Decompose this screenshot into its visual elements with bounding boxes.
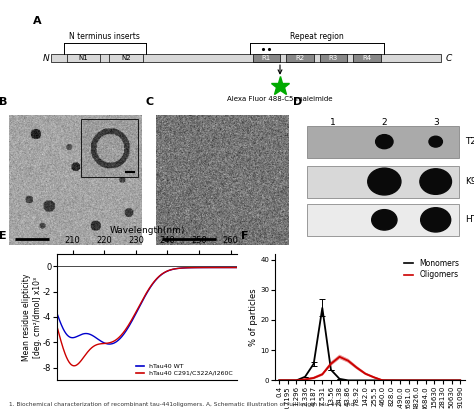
Text: N: N [43, 54, 50, 63]
Text: N2: N2 [121, 55, 131, 61]
Text: A: A [33, 16, 42, 25]
Bar [67, 54, 100, 62]
Circle shape [421, 208, 451, 232]
Text: N terminus inserts: N terminus inserts [69, 32, 140, 41]
Text: E: E [0, 231, 7, 241]
Bar [109, 54, 143, 62]
Text: Repeat region: Repeat region [290, 32, 344, 41]
X-axis label: Wavelength(nm): Wavelength(nm) [109, 226, 185, 235]
Circle shape [368, 168, 401, 195]
Text: R4: R4 [362, 55, 372, 61]
Y-axis label: Mean residue elipticity
[deg. cm²/dmol] x10³: Mean residue elipticity [deg. cm²/dmol] … [22, 273, 42, 361]
Text: Alexa Fluor 488-C5-maleimide: Alexa Fluor 488-C5-maleimide [227, 96, 333, 102]
Circle shape [429, 136, 442, 147]
Circle shape [375, 135, 393, 149]
Text: 1: 1 [330, 118, 336, 127]
Text: R2: R2 [295, 55, 304, 61]
Text: R1: R1 [262, 55, 271, 61]
Text: 1. Biochemical characterization of recombinant tau-441oligomers. A, Schematic il: 1. Biochemical characterization of recom… [9, 402, 360, 407]
Text: HT7: HT7 [465, 216, 474, 225]
Bar [253, 54, 280, 62]
Text: F: F [241, 231, 248, 241]
Text: 3: 3 [433, 118, 438, 127]
Legend: Monomers, Oligomers: Monomers, Oligomers [402, 257, 461, 281]
Text: T22: T22 [465, 137, 474, 146]
Bar [307, 166, 459, 198]
Circle shape [420, 169, 451, 194]
Bar [307, 204, 459, 236]
Text: R3: R3 [328, 55, 338, 61]
Circle shape [372, 210, 397, 230]
Legend: hTau40 WT, hTau40 C291/C322A/I260C: hTau40 WT, hTau40 C291/C322A/I260C [135, 362, 234, 377]
Text: 2: 2 [382, 118, 387, 127]
Text: K9JA: K9JA [465, 177, 474, 186]
Y-axis label: % of particles: % of particles [248, 288, 257, 346]
Text: C: C [146, 97, 154, 107]
Bar [353, 54, 381, 62]
Bar [319, 54, 347, 62]
Bar [82, 120, 138, 178]
Bar [52, 54, 441, 62]
Bar [286, 54, 313, 62]
Text: D: D [293, 97, 303, 107]
Bar [307, 126, 459, 157]
Text: C: C [446, 54, 452, 63]
Text: B: B [0, 97, 7, 107]
Text: N1: N1 [79, 55, 88, 61]
